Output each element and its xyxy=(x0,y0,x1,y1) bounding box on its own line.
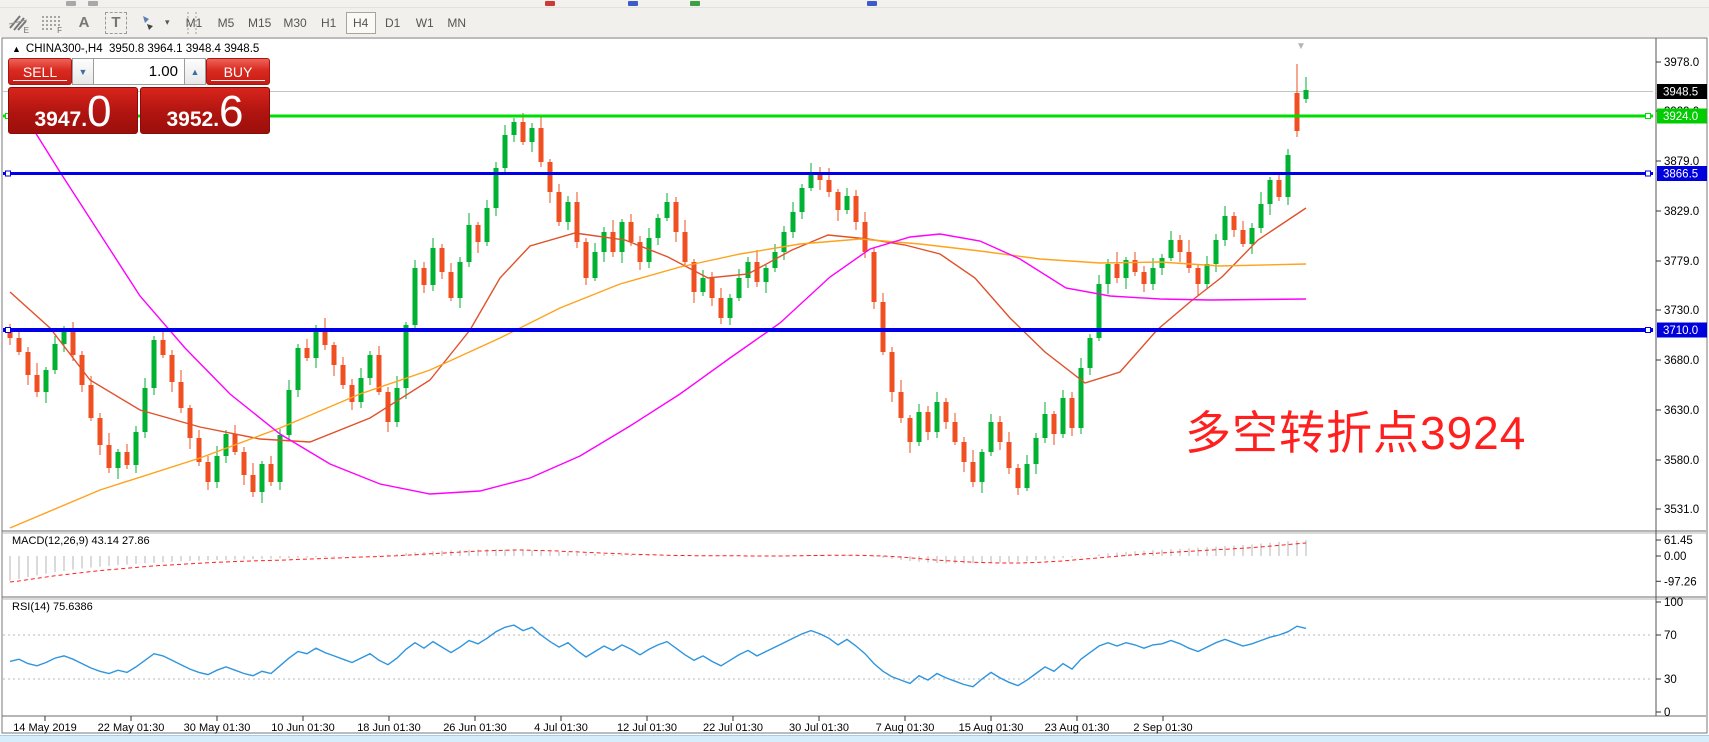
cropped-icon-fragment xyxy=(690,1,700,6)
text-tool-icon[interactable]: A xyxy=(78,14,90,31)
tf-button-MN[interactable]: MN xyxy=(442,12,472,34)
svg-text:3580.0: 3580.0 xyxy=(1664,455,1699,467)
svg-text:22 May 01:30: 22 May 01:30 xyxy=(98,722,165,734)
svg-text:3630.0: 3630.0 xyxy=(1664,405,1699,417)
volume-input[interactable] xyxy=(94,58,184,85)
cropped-icon-fragment xyxy=(66,1,76,6)
cropped-icon-fragment xyxy=(867,1,877,6)
macd-indicator-label: MACD(12,26,9) 43.14 27.86 xyxy=(12,535,150,547)
tf-button-W1[interactable]: W1 xyxy=(410,12,440,34)
svg-text:▼: ▼ xyxy=(1296,41,1306,52)
chart-window: ▲ CHINA300-,H4 3950.8 3964.1 3948.4 3948.… xyxy=(0,37,1709,735)
svg-text:0.00: 0.00 xyxy=(1664,551,1686,563)
svg-text:10 Jun 01:30: 10 Jun 01:30 xyxy=(271,722,335,734)
svg-text:0: 0 xyxy=(1664,707,1670,719)
collapse-quote-icon[interactable]: ▲ xyxy=(12,44,21,54)
svg-text:3924.0: 3924.0 xyxy=(1663,111,1698,123)
svg-text:2 Sep 01:30: 2 Sep 01:30 xyxy=(1133,722,1192,734)
cropped-upper-toolbar xyxy=(0,0,1709,8)
svg-text:4 Jul 01:30: 4 Jul 01:30 xyxy=(534,722,588,734)
svg-text:3978.0: 3978.0 xyxy=(1664,57,1699,69)
window-bottom-strip xyxy=(0,735,1709,742)
svg-text:100: 100 xyxy=(1664,597,1683,609)
tf-button-M5[interactable]: M5 xyxy=(211,12,241,34)
cropped-icon-fragment xyxy=(628,1,638,6)
rsi-indicator-label: RSI(14) 75.6386 xyxy=(12,601,93,613)
svg-text:3866.5: 3866.5 xyxy=(1663,169,1698,181)
svg-text:18 Jun 01:30: 18 Jun 01:30 xyxy=(357,722,421,734)
price-chart-canvas[interactable]: 3978.03929.03879.03829.03779.03730.03680… xyxy=(0,37,1709,735)
svg-text:3730.0: 3730.0 xyxy=(1664,305,1699,317)
svg-text:3948.5: 3948.5 xyxy=(1663,87,1698,99)
volume-decrease-button[interactable]: ▼ xyxy=(72,58,94,85)
symbol-and-quote: CHINA300-,H4 3950.8 3964.1 3948.4 3948.5 xyxy=(25,43,260,55)
tf-button-M1[interactable]: M1 xyxy=(179,12,209,34)
tf-button-H1[interactable]: H1 xyxy=(314,12,344,34)
chart-toolbar: E F A T ▾ M1 M5 M15 M30 xyxy=(0,8,1709,38)
volume-increase-button[interactable]: ▲ xyxy=(184,58,206,85)
svg-text:15 Aug 01:30: 15 Aug 01:30 xyxy=(959,722,1024,734)
svg-text:30 Jul 01:30: 30 Jul 01:30 xyxy=(789,722,849,734)
tf-button-M30[interactable]: M30 xyxy=(278,12,311,34)
label-tool-icon[interactable]: T xyxy=(105,11,127,34)
sell-button[interactable]: SELL xyxy=(8,58,72,85)
arrows-dropdown-caret-icon[interactable]: ▾ xyxy=(165,17,170,27)
svg-text:70: 70 xyxy=(1664,630,1677,642)
tf-button-M15[interactable]: M15 xyxy=(243,12,276,34)
chart-text-annotation: 多空转折点3924 xyxy=(1185,407,1527,459)
toolbar-separator xyxy=(186,11,197,34)
svg-text:12 Jul 01:30: 12 Jul 01:30 xyxy=(617,722,677,734)
svg-text:22 Jul 01:30: 22 Jul 01:30 xyxy=(703,722,763,734)
buy-price-display[interactable]: 3952. 6 xyxy=(140,87,270,134)
cropped-icon-fragment xyxy=(88,1,98,6)
svg-text:3829.0: 3829.0 xyxy=(1664,206,1699,218)
tf-button-H4[interactable]: H4 xyxy=(345,11,376,34)
svg-text:26 Jun 01:30: 26 Jun 01:30 xyxy=(443,722,507,734)
arrows-tool-icon[interactable] xyxy=(136,11,160,35)
svg-text:61.45: 61.45 xyxy=(1664,535,1693,547)
svg-text:-97.26: -97.26 xyxy=(1664,576,1697,588)
svg-text:7 Aug 01:30: 7 Aug 01:30 xyxy=(876,722,935,734)
tf-button-D1[interactable]: D1 xyxy=(378,12,408,34)
timeframe-button-group: M1 M5 M15 M30 H1 H4 D1 W1 MN xyxy=(178,8,473,37)
buy-button[interactable]: BUY xyxy=(206,58,270,85)
svg-text:30: 30 xyxy=(1664,674,1677,686)
svg-text:3531.0: 3531.0 xyxy=(1664,504,1699,516)
svg-text:3779.0: 3779.0 xyxy=(1664,256,1699,268)
svg-text:14 May 2019: 14 May 2019 xyxy=(13,722,77,734)
svg-text:3710.0: 3710.0 xyxy=(1663,325,1698,337)
fibonacci-tool-icon[interactable]: F xyxy=(42,15,62,35)
cropped-icon-fragment xyxy=(545,1,555,6)
chart-title: ▲ CHINA300-,H4 3950.8 3964.1 3948.4 3948.… xyxy=(12,43,259,55)
svg-text:3879.0: 3879.0 xyxy=(1664,156,1699,168)
svg-text:30 May 01:30: 30 May 01:30 xyxy=(184,722,251,734)
sell-price-display[interactable]: 3947. 0 xyxy=(8,87,138,134)
svg-text:23 Aug 01:30: 23 Aug 01:30 xyxy=(1045,722,1110,734)
one-click-trading-panel: SELL ▼ ▲ BUY 3947.0 3952.6 xyxy=(8,58,270,134)
equidistant-channel-icon[interactable]: E xyxy=(6,11,30,35)
svg-text:3680.0: 3680.0 xyxy=(1664,355,1699,367)
